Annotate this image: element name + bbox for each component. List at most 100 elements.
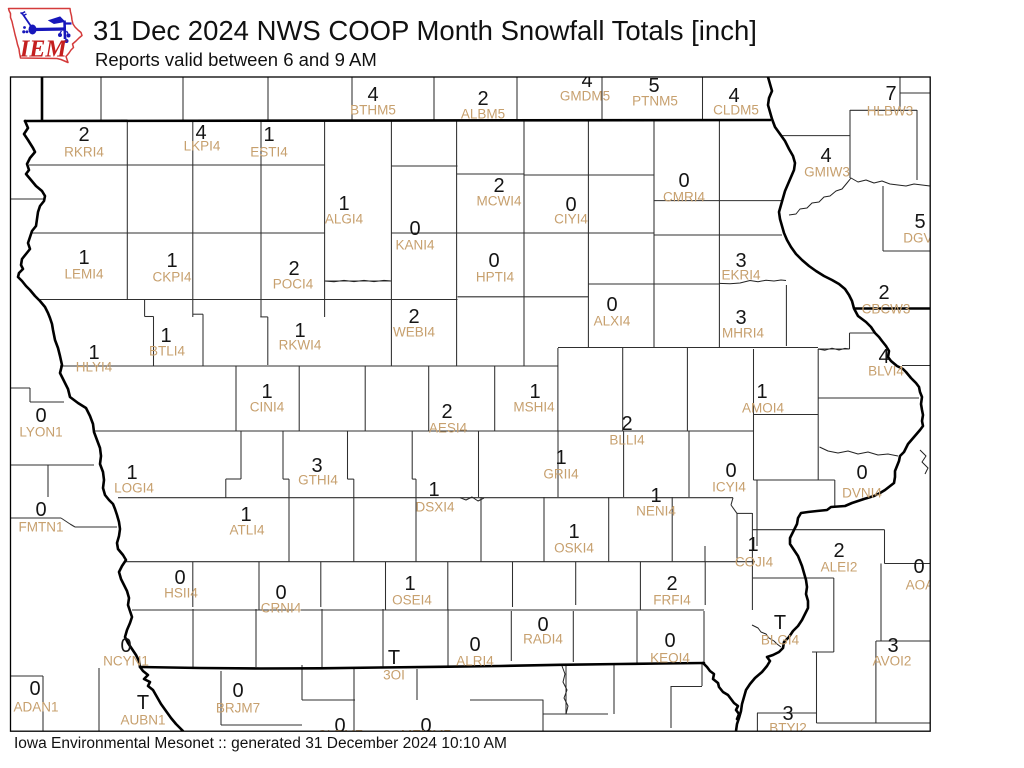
svg-text:CBCW3: CBCW3 xyxy=(862,302,911,317)
svg-text:AESI4: AESI4 xyxy=(429,421,468,436)
svg-text:3: 3 xyxy=(311,455,322,477)
svg-text:PTNM5: PTNM5 xyxy=(632,94,678,109)
svg-text:RKRI4: RKRI4 xyxy=(64,145,104,160)
svg-text:3: 3 xyxy=(735,307,746,329)
svg-text:0: 0 xyxy=(678,170,689,192)
svg-text:DGVW3: DGVW3 xyxy=(903,231,953,246)
svg-text:LKPI4: LKPI4 xyxy=(184,139,221,154)
svg-text:ESTI4: ESTI4 xyxy=(250,145,288,160)
svg-text:1: 1 xyxy=(529,381,540,403)
svg-text:2: 2 xyxy=(477,88,488,110)
svg-text:1: 1 xyxy=(428,479,439,501)
svg-text:CIYI4: CIYI4 xyxy=(554,212,588,227)
svg-text:CRNI4: CRNI4 xyxy=(261,601,302,616)
svg-text:0: 0 xyxy=(420,715,431,737)
svg-text:HLYI4: HLYI4 xyxy=(76,360,113,375)
svg-text:LYON1: LYON1 xyxy=(19,425,62,440)
svg-text:1: 1 xyxy=(166,250,177,272)
svg-text:DSXI4: DSXI4 xyxy=(415,500,455,515)
svg-text:1: 1 xyxy=(263,124,274,146)
svg-text:4: 4 xyxy=(820,145,831,167)
svg-text:0: 0 xyxy=(275,582,286,604)
svg-text:0: 0 xyxy=(565,194,576,216)
svg-text:1: 1 xyxy=(261,381,272,403)
svg-text:0: 0 xyxy=(469,634,480,656)
svg-text:HLBW3: HLBW3 xyxy=(867,104,914,119)
svg-text:GTHI4: GTHI4 xyxy=(298,473,338,488)
svg-text:CLRM7: CLRM7 xyxy=(317,728,363,743)
svg-text:MHRI4: MHRI4 xyxy=(722,326,764,341)
svg-text:4: 4 xyxy=(728,85,739,107)
svg-text:CMRI4: CMRI4 xyxy=(663,190,705,205)
svg-text:0: 0 xyxy=(409,218,420,240)
svg-text:0: 0 xyxy=(664,630,675,652)
svg-text:4: 4 xyxy=(581,70,592,92)
svg-text:1: 1 xyxy=(240,504,251,526)
svg-text:3OI: 3OI xyxy=(383,668,405,683)
svg-text:RADI4: RADI4 xyxy=(523,632,563,647)
svg-text:7: 7 xyxy=(885,83,896,105)
svg-text:HSII4: HSII4 xyxy=(164,586,198,601)
svg-text:MSHI4: MSHI4 xyxy=(513,400,555,415)
svg-text:0: 0 xyxy=(913,556,924,578)
svg-text:3: 3 xyxy=(735,250,746,272)
svg-text:MCWI4: MCWI4 xyxy=(477,194,522,209)
svg-text:MEMM7: MEMM7 xyxy=(401,728,451,743)
svg-text:CINI4: CINI4 xyxy=(250,400,285,415)
svg-text:NCYN1: NCYN1 xyxy=(103,654,149,669)
svg-text:0: 0 xyxy=(537,614,548,636)
svg-text:GMDM5: GMDM5 xyxy=(560,89,610,104)
svg-text:0: 0 xyxy=(334,715,345,737)
svg-text:LOGI4: LOGI4 xyxy=(114,481,154,496)
svg-text:BTLI4: BTLI4 xyxy=(149,344,186,359)
svg-text:2: 2 xyxy=(833,540,844,562)
svg-text:ALGI4: ALGI4 xyxy=(325,212,364,227)
svg-text:KEOI4: KEOI4 xyxy=(650,651,690,666)
svg-text:4: 4 xyxy=(195,122,206,144)
svg-text:WEBI4: WEBI4 xyxy=(393,325,436,340)
svg-text:COJI4: COJI4 xyxy=(735,555,774,570)
svg-text:2: 2 xyxy=(666,573,677,595)
svg-text:ALBM5: ALBM5 xyxy=(461,107,505,122)
svg-text:0: 0 xyxy=(606,294,617,316)
svg-text:1: 1 xyxy=(126,462,137,484)
svg-text:AMOI4: AMOI4 xyxy=(742,401,785,416)
svg-text:ADAN1: ADAN1 xyxy=(13,700,58,715)
svg-text:OSEI4: OSEI4 xyxy=(392,593,432,608)
svg-text:BRJM7: BRJM7 xyxy=(216,701,260,716)
svg-text:CLDM5: CLDM5 xyxy=(713,103,759,118)
svg-text:3: 3 xyxy=(782,703,793,725)
svg-text:NENI4: NENI4 xyxy=(636,504,676,519)
svg-text:ALRI4: ALRI4 xyxy=(456,654,494,669)
svg-text:CKPI4: CKPI4 xyxy=(152,270,192,285)
svg-text:2: 2 xyxy=(878,282,889,304)
svg-text:FRFI4: FRFI4 xyxy=(653,593,691,608)
svg-text:1: 1 xyxy=(78,247,89,269)
svg-text:2: 2 xyxy=(78,124,89,146)
svg-text:1: 1 xyxy=(568,521,579,543)
svg-text:KANI4: KANI4 xyxy=(395,238,435,253)
svg-text:ATLI4: ATLI4 xyxy=(229,523,265,538)
svg-text:0: 0 xyxy=(488,250,499,272)
svg-text:BLVI4: BLVI4 xyxy=(868,364,904,379)
svg-text:1: 1 xyxy=(650,485,661,507)
svg-text:0: 0 xyxy=(174,567,185,589)
svg-text:LEMI4: LEMI4 xyxy=(64,267,104,282)
svg-text:HPTI4: HPTI4 xyxy=(476,270,515,285)
svg-text:POCI4: POCI4 xyxy=(273,277,314,292)
svg-text:BTHM5: BTHM5 xyxy=(350,103,396,118)
svg-text:T: T xyxy=(137,692,149,714)
svg-text:2: 2 xyxy=(493,175,504,197)
svg-text:5: 5 xyxy=(914,211,925,233)
svg-text:OSKI4: OSKI4 xyxy=(554,541,594,556)
svg-text:1: 1 xyxy=(294,320,305,342)
svg-text:AUBN1: AUBN1 xyxy=(120,713,165,728)
svg-text:5: 5 xyxy=(648,75,659,97)
svg-text:1: 1 xyxy=(555,447,566,469)
svg-text:ALXI4: ALXI4 xyxy=(594,314,631,329)
svg-text:BTYI2: BTYI2 xyxy=(769,721,807,736)
svg-text:0: 0 xyxy=(29,678,40,700)
svg-text:AOAI2: AOAI2 xyxy=(906,578,946,593)
svg-text:IEM: IEM xyxy=(19,37,68,63)
svg-text:0: 0 xyxy=(35,405,46,427)
